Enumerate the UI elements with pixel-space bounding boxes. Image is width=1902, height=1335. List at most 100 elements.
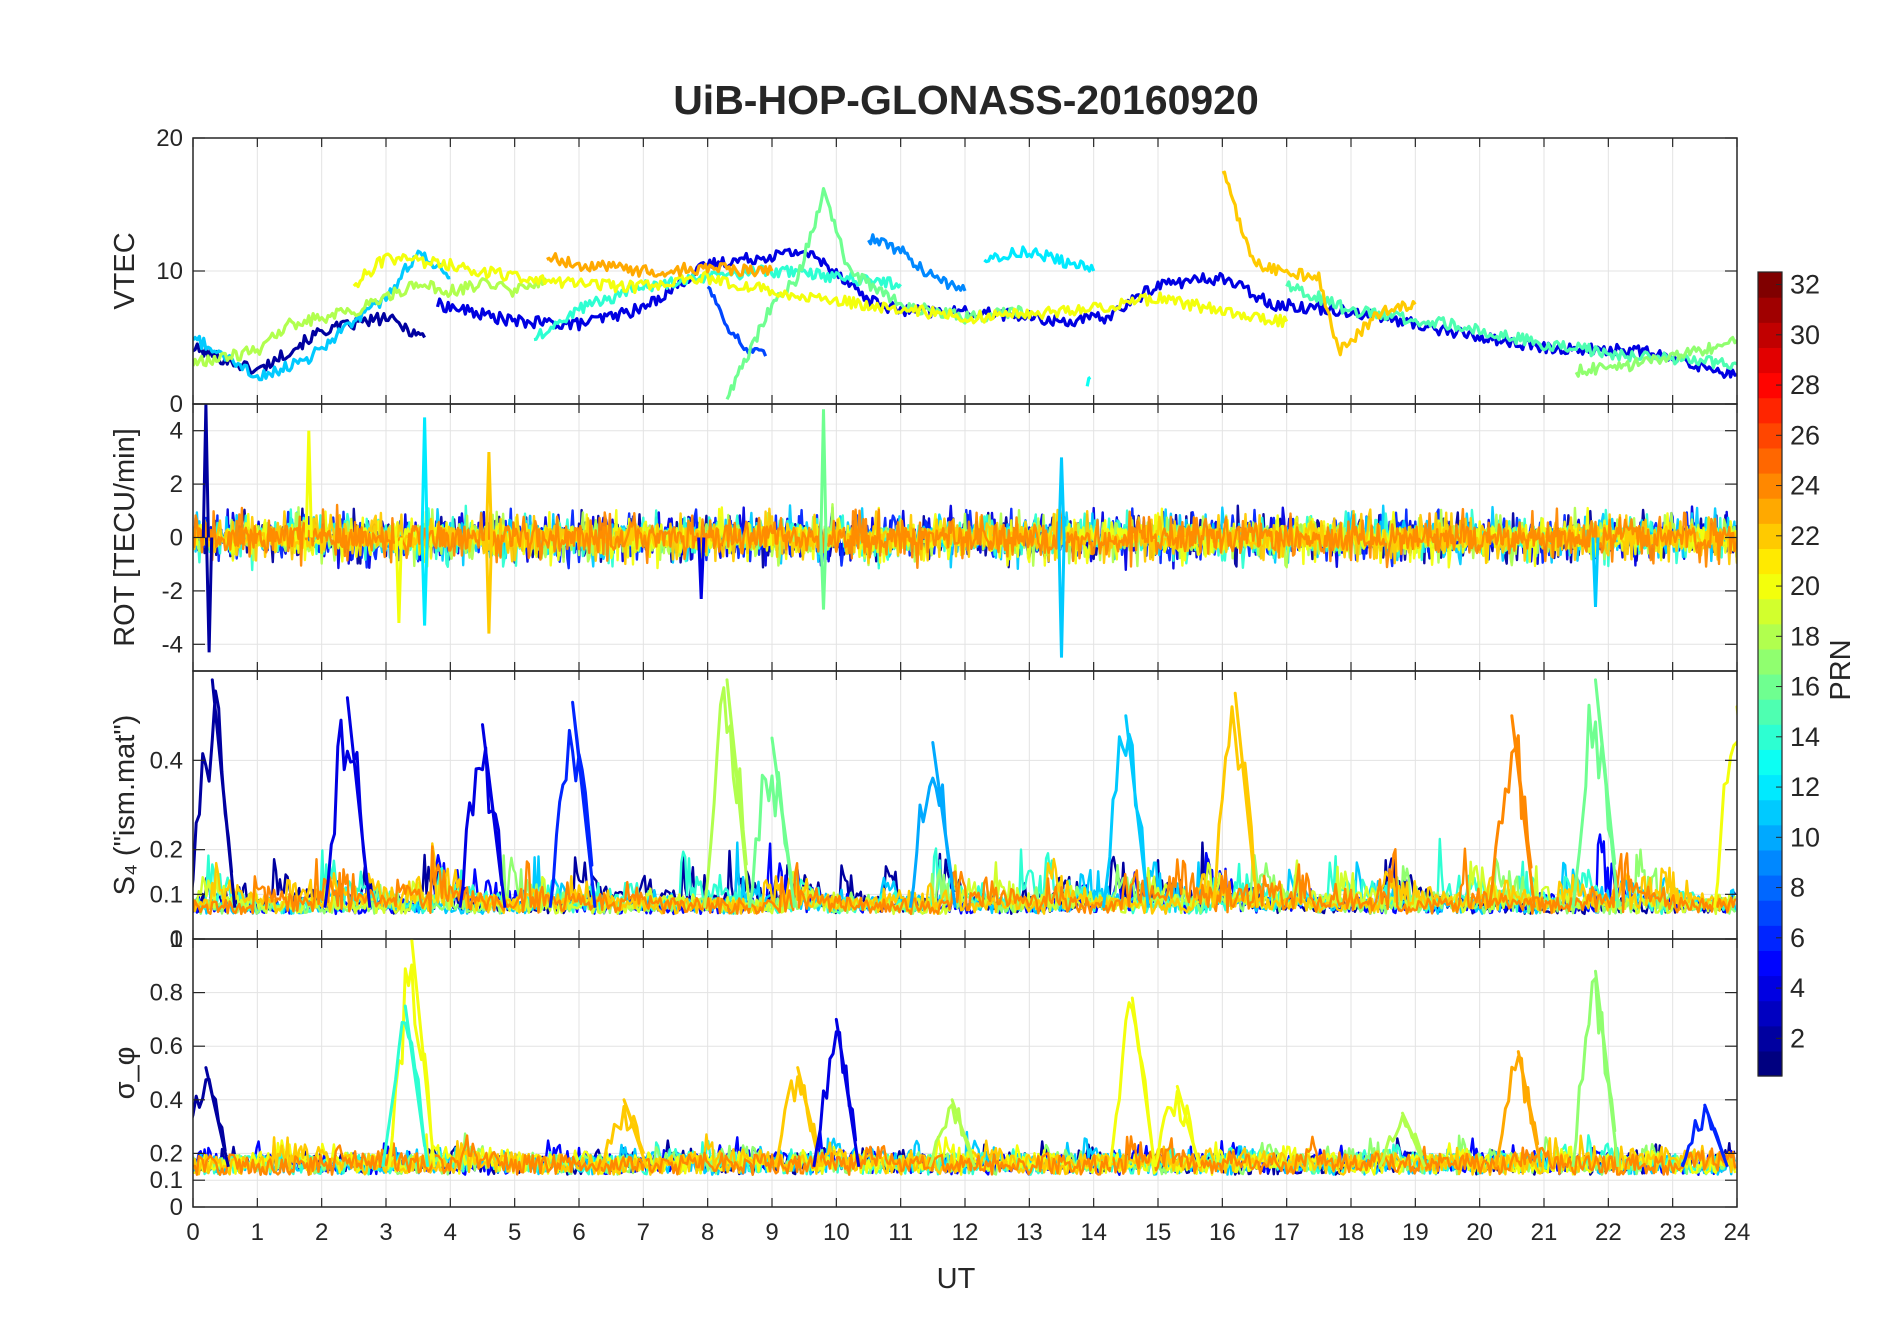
y-tick-label: 10 bbox=[156, 258, 183, 285]
colorbar-segment bbox=[1758, 648, 1782, 675]
rot-spike-prn-12 bbox=[420, 417, 429, 538]
panel-data-vtec bbox=[193, 170, 1737, 401]
rot-spike-prn-2 bbox=[201, 404, 210, 538]
rot-spike-prn-12 bbox=[420, 537, 429, 626]
colorbar-frame bbox=[1757, 271, 1783, 1077]
vtec-series-prn-14 bbox=[533, 264, 902, 342]
sigma_phi-peak-prn-2 bbox=[193, 1066, 230, 1168]
s4-peak-prn-22 bbox=[1211, 691, 1260, 908]
x-tick-label: 19 bbox=[1402, 1219, 1429, 1246]
y-tick-label: 0.6 bbox=[150, 1033, 183, 1060]
y-tick-label: 2 bbox=[170, 471, 183, 498]
panel-data-sigma_phi bbox=[193, 939, 1737, 1176]
colorbar-tick-label: 8 bbox=[1790, 873, 1805, 903]
x-tick-label: 6 bbox=[572, 1219, 585, 1246]
rot-series-prn-24 bbox=[193, 503, 1737, 569]
vtec-series-prn-12 bbox=[983, 245, 1096, 273]
s4-peak-prn-2 bbox=[193, 678, 237, 908]
colorbar-tick-label: 20 bbox=[1790, 571, 1820, 601]
sigma_phi-peak-prn-20 bbox=[1153, 1084, 1202, 1168]
x-tick-label: 20 bbox=[1466, 1219, 1493, 1246]
x-tick-label: 1 bbox=[251, 1219, 264, 1246]
sigma_phi-peak-prn-18 bbox=[1378, 1111, 1427, 1168]
y-axis-label-s4: S₄ ("ism.mat") bbox=[109, 715, 141, 896]
y-axis-label-rot: ROT [TECU/min] bbox=[109, 428, 141, 647]
s4-peak-prn-20 bbox=[1713, 705, 1737, 908]
y-tick-label: 20 bbox=[156, 125, 183, 152]
vtec-series-prn-4 bbox=[435, 247, 1737, 379]
rot-spike-prn-11 bbox=[1057, 537, 1066, 658]
colorbar-segment bbox=[1758, 1000, 1782, 1027]
panel-data-s4 bbox=[193, 678, 1737, 916]
x-tick-label: 3 bbox=[379, 1219, 392, 1246]
s4-series-prn-19 bbox=[193, 859, 1737, 916]
sigma_phi-series-prn-24 bbox=[193, 1134, 1737, 1176]
rot-spike-prn-22 bbox=[484, 452, 493, 538]
y-tick-label: -2 bbox=[162, 578, 183, 605]
colorbar-segment bbox=[1758, 900, 1782, 926]
sigma_phi-peak-prn-4 bbox=[812, 1017, 861, 1168]
rot-spike-prn-16 bbox=[819, 537, 828, 610]
s4-peak-prn-18 bbox=[703, 678, 751, 908]
rot-spike-prn-20 bbox=[304, 430, 313, 538]
vtec-series-prn-11 bbox=[193, 249, 451, 382]
y-axis-label-vtec: VTEC bbox=[109, 232, 141, 309]
x-tick-label: 14 bbox=[1080, 1219, 1107, 1246]
colorbar-tick-label: 18 bbox=[1790, 621, 1820, 651]
rot-spike-prn-11 bbox=[1057, 457, 1066, 538]
y-tick-label: 0 bbox=[170, 391, 183, 418]
colorbar-segment bbox=[1758, 397, 1782, 424]
panel-vtec: 0 10 20 VTEC bbox=[109, 125, 1738, 418]
sigma_phi-peak-prn-6 bbox=[1680, 1103, 1729, 1168]
colorbar-segment bbox=[1758, 347, 1782, 374]
panel-rot: -4 -2 0 2 4 ROT [TECU/min] bbox=[109, 403, 1738, 672]
colorbar-tick-label: 32 bbox=[1790, 270, 1820, 300]
vtec-series-prn-22 bbox=[1221, 170, 1417, 357]
vtec-series-prn-17 bbox=[1574, 335, 1737, 378]
sigma_phi-peak-prn-20 bbox=[1108, 996, 1157, 1168]
colorbar-tick-label: 12 bbox=[1790, 772, 1820, 802]
colorbar-label: PRN bbox=[1825, 639, 1857, 700]
colorbar-segment bbox=[1758, 598, 1782, 625]
s4-peak-prn-16 bbox=[748, 736, 796, 908]
x-tick-label: 9 bbox=[765, 1219, 778, 1246]
vtec-series-prn-20 bbox=[352, 252, 1289, 328]
colorbar-segment bbox=[1758, 950, 1782, 977]
colorbar-tick-label: 6 bbox=[1790, 923, 1805, 953]
colorbar-segment bbox=[1758, 849, 1782, 876]
colorbar-tick-label: 4 bbox=[1790, 973, 1805, 1003]
y-tick-label: 0.4 bbox=[150, 1087, 183, 1114]
colorbar-segment bbox=[1758, 447, 1782, 474]
sigma_phi-peak-prn-22 bbox=[600, 1098, 648, 1168]
colorbar-tick-label: 30 bbox=[1790, 320, 1820, 350]
rot-spike-prn-16 bbox=[819, 409, 828, 538]
colorbar-segment bbox=[1758, 699, 1782, 725]
panel-s4: 0 0.1 0.2 0.4 S₄ ("ism.mat") bbox=[109, 670, 1738, 953]
x-tick-label: 16 bbox=[1209, 1219, 1236, 1246]
rot-series-prn-22 bbox=[193, 507, 1737, 566]
colorbar-tick-label: 16 bbox=[1790, 672, 1820, 702]
x-tick-label: 12 bbox=[952, 1219, 979, 1246]
y-tick-label: 1 bbox=[170, 926, 183, 953]
colorbar-segment bbox=[1758, 749, 1782, 776]
rot-spike-prn-20 bbox=[394, 537, 403, 623]
panel-sigma_phi: 00.10.20.40.60.81σ_φ bbox=[109, 926, 1738, 1221]
sigma_phi-peak-prn-23 bbox=[1494, 1050, 1543, 1168]
rot-spike-prn-4 bbox=[697, 537, 706, 599]
sigma_phi-peak-prn-17 bbox=[1571, 969, 1620, 1167]
x-tick-label: 11 bbox=[888, 1219, 913, 1246]
panel-data-rot bbox=[193, 404, 1737, 658]
x-tick-label: 5 bbox=[508, 1219, 521, 1246]
x-tick-label: 2 bbox=[315, 1219, 328, 1246]
colorbar-tick-label: 14 bbox=[1790, 722, 1820, 752]
rot-spike-prn-2 bbox=[205, 537, 214, 653]
colorbar-segment bbox=[1758, 548, 1782, 575]
x-tick-label: 23 bbox=[1659, 1219, 1686, 1246]
colorbar-tick-label: 10 bbox=[1790, 822, 1820, 852]
x-tick-label: 0 bbox=[186, 1219, 199, 1246]
rot-spike-prn-22 bbox=[484, 537, 493, 634]
x-tick-label: 7 bbox=[637, 1219, 650, 1246]
